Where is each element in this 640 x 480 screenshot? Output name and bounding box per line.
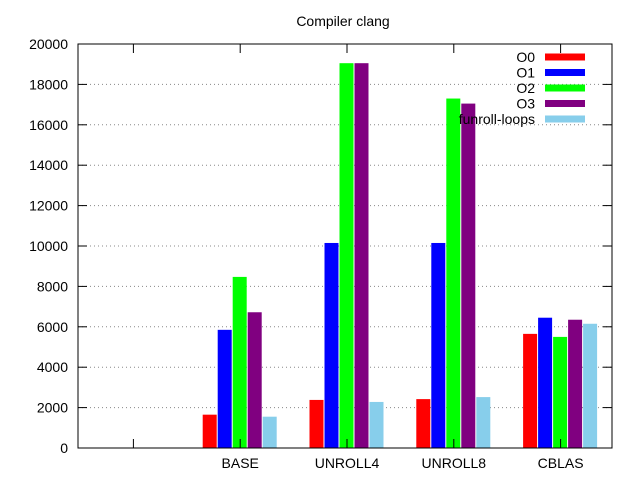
y-tick-label: 0	[60, 440, 68, 456]
bar-funroll-loops-BASE	[262, 416, 277, 448]
bars	[202, 63, 598, 448]
axes: 0 2000 4000 6000 8000 10000 12000 14000 16000 180…	[29, 36, 612, 471]
legend-label: O3	[516, 96, 535, 112]
y-tick-label: 8000	[37, 278, 68, 294]
bar-O0-CBLAS	[523, 333, 538, 448]
bar-O3-BASE	[247, 312, 262, 448]
bar-funroll-loops-UNROLL8	[476, 397, 491, 448]
legend-swatch-O2	[545, 84, 585, 92]
legend-label: O0	[516, 49, 535, 65]
y-tick-label: 4000	[37, 359, 68, 375]
bar-funroll-loops-UNROLL4	[369, 401, 384, 448]
y-tick-label: 20000	[29, 36, 68, 52]
bar-funroll-loops-CBLAS	[583, 323, 598, 448]
bar-O2-UNROLL4	[339, 63, 354, 448]
chart-title: Compiler clang	[296, 13, 389, 29]
y-tick-label: 14000	[29, 157, 68, 173]
legend-label: O2	[516, 80, 535, 96]
x-tick-label: UNROLL8	[422, 455, 487, 471]
bar-O0-BASE	[202, 414, 217, 448]
y-tick-label: 10000	[29, 238, 68, 254]
legend-swatch-funroll-loops	[545, 115, 585, 123]
bar-O2-UNROLL8	[446, 98, 461, 448]
bar-O0-UNROLL8	[416, 399, 431, 448]
bar-O3-UNROLL4	[354, 63, 369, 448]
y-tick-label: 6000	[37, 319, 68, 335]
y-tick-label: 16000	[29, 117, 68, 133]
bar-O2-CBLAS	[553, 336, 568, 448]
y-tick-label: 2000	[37, 400, 68, 416]
bar-O1-CBLAS	[538, 317, 553, 448]
bar-O1-BASE	[217, 329, 232, 448]
y-tick-label: 18000	[29, 76, 68, 92]
x-tick-label: CBLAS	[538, 455, 584, 471]
legend-label: O1	[516, 65, 535, 81]
bar-O1-UNROLL8	[431, 242, 446, 448]
x-tick-label: BASE	[222, 455, 259, 471]
x-tick-label: UNROLL4	[315, 455, 380, 471]
bar-O3-UNROLL8	[461, 103, 476, 448]
y-tick-label: 12000	[29, 198, 68, 214]
legend-label: funroll-loops	[459, 111, 535, 127]
legend-swatch-O1	[545, 69, 585, 76]
bar-O0-UNROLL4	[309, 399, 324, 448]
grid-lines	[78, 83, 612, 409]
bar-O3-CBLAS	[568, 319, 583, 448]
bar-O2-BASE	[232, 276, 247, 448]
legend-swatch-O0	[545, 53, 585, 61]
bar-O1-UNROLL4	[324, 242, 339, 448]
legend-swatch-O3	[545, 100, 585, 107]
